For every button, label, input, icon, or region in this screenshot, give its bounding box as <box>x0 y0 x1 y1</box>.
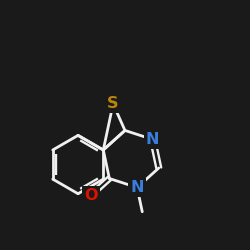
Text: N: N <box>130 180 144 195</box>
Text: N: N <box>146 132 160 147</box>
Text: O: O <box>84 188 98 202</box>
Text: S: S <box>107 96 119 111</box>
